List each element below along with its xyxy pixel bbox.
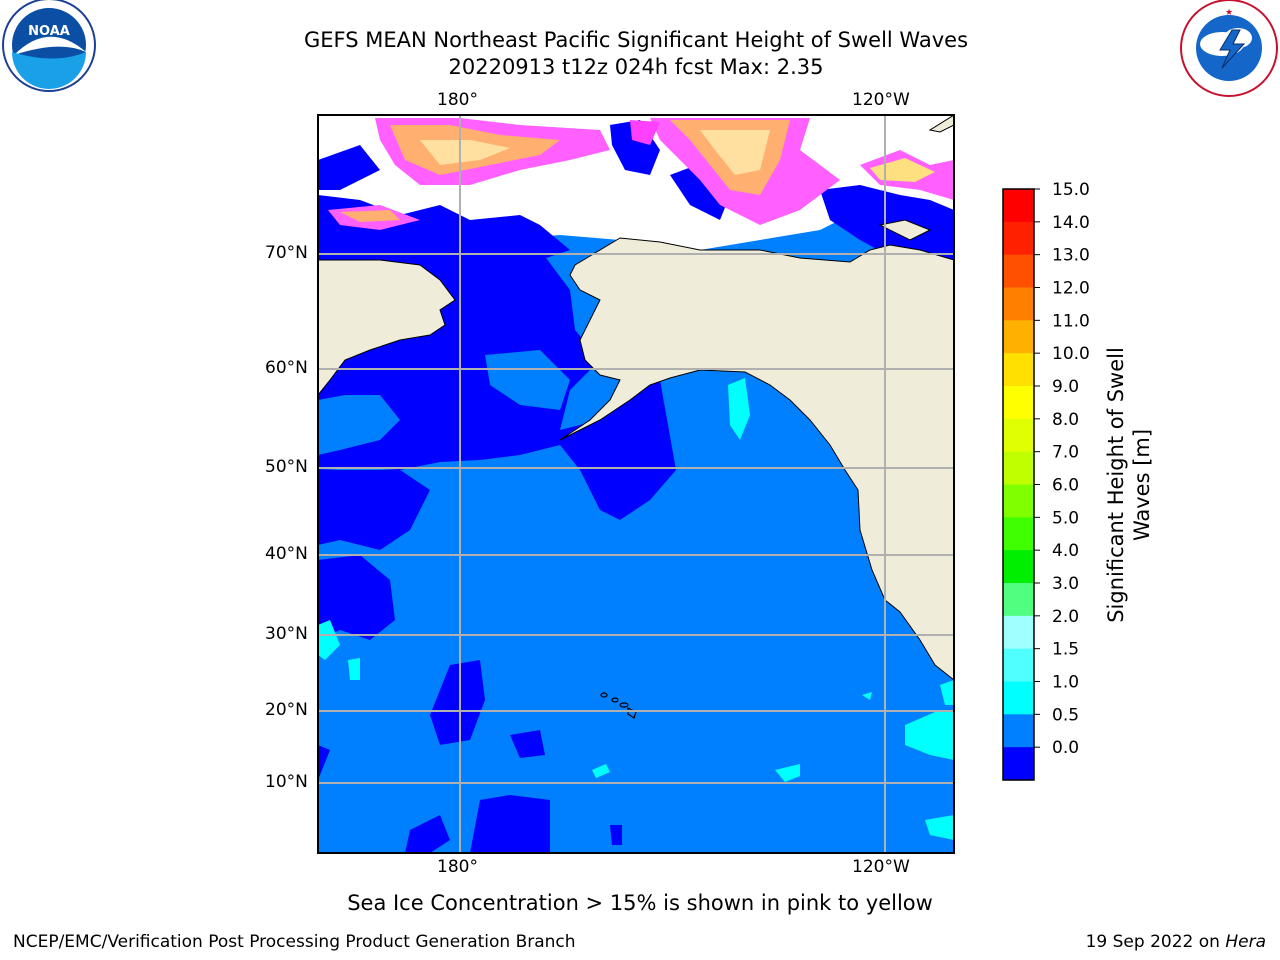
colorbar-swatch [1003, 451, 1034, 485]
footer-machine: Hera [1225, 932, 1266, 952]
map-area [318, 115, 954, 853]
colorbar-tick-label: 5.0 [1052, 508, 1079, 528]
colorbar-swatch [1003, 615, 1034, 650]
lon-label-bottom-120w: 120°W [852, 857, 910, 877]
lon-label-top-180: 180° [437, 90, 478, 110]
colorbar-swatch [1003, 418, 1034, 453]
svg-text:★: ★ [1225, 8, 1233, 18]
colorbar-label: Significant Height of SwellWaves [m] [1104, 347, 1154, 623]
colorbar-swatch [1003, 747, 1034, 781]
colorbar-tick-label: 1.0 [1052, 673, 1079, 693]
colorbar-swatch [1003, 353, 1034, 387]
colorbar-swatch [1003, 386, 1034, 420]
colorbar-swatch [1003, 517, 1034, 551]
colorbar-tick-label: 4.0 [1052, 541, 1079, 561]
footer-date: 19 Sep 2022 on Hera [1085, 932, 1266, 952]
colorbar-tick-label: 10.0 [1052, 344, 1090, 364]
footer-branch: NCEP/EMC/Verification Post Processing Pr… [13, 932, 576, 952]
chart-subtitle: 20220913 t12z 024h fcst Max: 2.35 [448, 55, 824, 79]
colorbar-swatch [1003, 320, 1034, 354]
lon-label-bottom-180: 180° [437, 857, 478, 877]
lat-label-60n: 60°N [265, 358, 308, 378]
map-gridlines [318, 115, 954, 853]
nws-logo: ★ [1180, 0, 1278, 97]
colorbar-swatch [1003, 189, 1034, 223]
ocean-swell-high [318, 620, 340, 660]
lat-label-20n: 20°N [265, 700, 308, 720]
lon-label-top-120w: 120°W [852, 90, 910, 110]
colorbar-swatch [1003, 221, 1034, 256]
colorbar-swatch [1003, 583, 1034, 617]
colorbar-swatch [1003, 287, 1034, 321]
colorbar-tick-label: 9.0 [1052, 377, 1079, 397]
svg-text:NOAA: NOAA [28, 24, 70, 39]
lat-label-50n: 50°N [265, 457, 308, 477]
chart-title: GEFS MEAN Northeast Pacific Significant … [303, 28, 969, 52]
sea-ice-caption: Sea Ice Concentration > 15% is shown in … [347, 891, 933, 915]
colorbar-tick-label: 2.0 [1052, 607, 1079, 627]
map-frame [317, 114, 955, 854]
colorbar-swatch [1003, 681, 1034, 715]
colorbar-tick-label: 0.0 [1052, 738, 1079, 758]
colorbar-tick-label: 0.5 [1052, 705, 1079, 725]
colorbar-tick-label: 14.0 [1052, 213, 1090, 233]
colorbar-swatch [1003, 254, 1034, 288]
colorbar-swatch [1003, 550, 1034, 584]
lat-label-10n: 10°N [265, 772, 308, 792]
colorbar-tick-label: 8.0 [1052, 410, 1079, 430]
land-north-america [559, 237, 954, 681]
colorbar-tick-label: 13.0 [1052, 246, 1090, 266]
colorbar-tick-label: 1.5 [1052, 640, 1079, 660]
lat-label-30n: 30°N [265, 624, 308, 644]
colorbar-tick-label: 15.0 [1052, 180, 1090, 200]
land-siberia [318, 259, 456, 396]
lat-label-70n: 70°N [265, 243, 308, 263]
colorbar-tick-label: 12.0 [1052, 279, 1090, 299]
colorbar-swatch [1003, 484, 1034, 518]
colorbar-swatch [1003, 714, 1034, 748]
colorbar-swatch [1003, 648, 1034, 682]
lat-label-40n: 40°N [265, 544, 308, 564]
colorbar-tick-label: 3.0 [1052, 574, 1079, 594]
colorbar: 15.0 14.0 13.0 12.0 11.0 10.0 9.0 8.0 7.0 6.0 5.0 4… [1002, 180, 1154, 781]
colorbar-tick-label: 6.0 [1052, 476, 1079, 496]
colorbar-tick-label: 7.0 [1052, 443, 1079, 463]
noaa-logo: NOAA [2, 0, 96, 92]
colorbar-tick-label: 11.0 [1052, 311, 1090, 331]
